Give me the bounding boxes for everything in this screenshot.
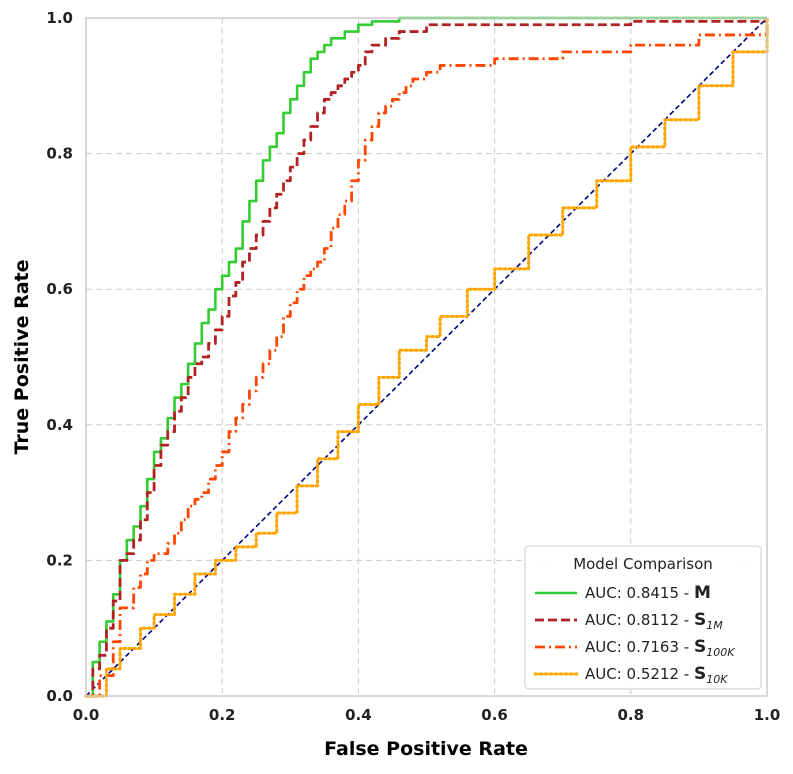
y-axis-label: True Positive Rate [11,260,33,455]
legend-box [524,545,762,690]
legend-auc-text: AUC: 0.8415 - [585,584,694,602]
legend-model-subscript: 10K [706,673,728,686]
roc-curve-s-1m [86,18,769,698]
x-tick-label: 0.0 [73,706,100,724]
x-axis-label: False Positive Rate [324,738,528,760]
x-tick-label: 0.8 [618,706,645,724]
y-tick-label: 0.2 [46,551,73,569]
y-tick-labels: 0.0 0.2 0.4 0.6 0.8 1.0 [46,9,73,705]
legend-label: AUC: 0.7163 - S100K [585,637,735,659]
roc-curve-m [86,16,767,698]
y-tick-label: 0.4 [46,416,73,434]
legend-label: AUC: 0.8415 - M [585,583,711,603]
legend-label: AUC: 0.5212 - S10K [585,664,728,686]
series-group [84,16,769,698]
x-tick-label: 0.6 [481,706,508,724]
y-tick-label: 0.6 [46,280,73,298]
legend-model-name: S [694,637,706,657]
x-tick-labels: 0.0 0.2 0.4 0.6 0.8 1.0 [73,706,781,724]
legend-title: Model Comparison [573,555,713,573]
roc-curve-s-100k [86,18,769,698]
x-tick-label: 0.4 [345,706,372,724]
x-tick-label: 0.2 [209,706,236,724]
x-tick-label: 1.0 [754,706,781,724]
legend-model-name: M [694,583,711,603]
y-tick-label: 1.0 [46,9,73,27]
legend-auc-text: AUC: 0.5212 - [585,665,694,683]
legend-auc-text: AUC: 0.8112 - [585,611,694,629]
y-tick-label: 0.8 [46,145,73,163]
legend-model-name: S [694,664,706,684]
legend-model-subscript: 100K [706,646,735,659]
legend-model-subscript: 1M [706,619,723,632]
chance-diagonal-line [85,17,768,697]
roc-curve-s-10k [84,16,769,698]
y-tick-label: 0.0 [46,687,73,705]
plot-frame [85,17,768,697]
legend-model-name: S [694,610,706,630]
legend-label: AUC: 0.8112 - S1M [585,610,723,632]
legend-auc-text: AUC: 0.7163 - [585,638,694,656]
